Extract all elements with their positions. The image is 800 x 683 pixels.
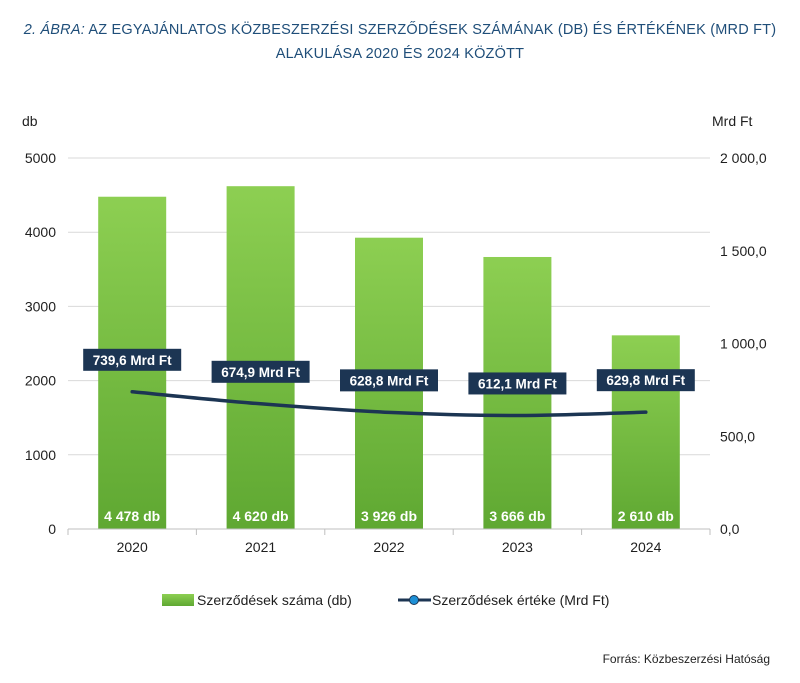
chart-title: 2. ÁBRA: AZ EGYAJÁNLATOS KÖZBESZERZÉSI S… (0, 18, 800, 66)
legend-bar-label: Szerződések száma (db) (197, 592, 352, 608)
line-value-label: 739,6 Mrd Ft (93, 353, 172, 368)
bar-value-label: 4 620 db (233, 508, 289, 524)
source-note: Forrás: Közbeszerzési Hatóság (602, 652, 770, 666)
bar-data-labels: 4 478 db 4 620 db 3 926 db 3 666 db 2 610 db (104, 508, 674, 524)
bar (226, 186, 295, 530)
legend-bar-swatch (162, 594, 194, 606)
value-line (130, 390, 648, 418)
line-series (130, 390, 648, 418)
right-tick-label: 2 000,0 (720, 150, 767, 166)
legend-line-label: Szerződések értéke (Mrd Ft) (432, 592, 609, 608)
right-tick-label: 500,0 (720, 428, 755, 444)
left-tick-label: 2000 (25, 373, 56, 389)
line-label-box (468, 372, 567, 395)
right-tick-label: 1 500,0 (720, 243, 767, 259)
axes: 0 1000 2000 3000 4000 5000 db 0,0 500,0 1 000,0 1 … (22, 113, 767, 555)
line-label-box (340, 369, 438, 392)
line-value-label: 674,9 Mrd Ft (221, 365, 300, 380)
bar-value-label: 3 926 db (361, 508, 417, 524)
line-label-box (596, 369, 695, 392)
line-label-box (211, 360, 310, 383)
figure-label: 2. ÁBRA: (23, 22, 85, 38)
bar-series (98, 186, 680, 530)
line-value-label: 612,1 Mrd Ft (478, 376, 557, 391)
bar-value-label: 4 478 db (104, 508, 160, 524)
line-data-labels: 739,6 Mrd Ft 674,9 Mrd Ft 628,8 Mrd Ft 612,… (83, 348, 695, 395)
left-tick-label: 3000 (25, 298, 56, 314)
left-tick-label: 4000 (25, 224, 56, 240)
left-tick-label: 1000 (25, 447, 56, 463)
left-tick-label: 5000 (25, 150, 56, 166)
x-tick-label: 2021 (245, 539, 276, 555)
title-line-2: ALAKULÁSA 2020 ÉS 2024 KÖZÖTT (275, 46, 525, 62)
x-tick-label: 2024 (630, 539, 661, 555)
x-tick-label: 2022 (373, 539, 404, 555)
left-tick-label: 0 (48, 521, 56, 537)
x-tick-label: 2020 (117, 539, 148, 555)
legend: Szerződések száma (db) Szerződések érték… (162, 592, 609, 608)
right-tick-label: 1 000,0 (720, 336, 767, 352)
line-value-label: 629,8 Mrd Ft (606, 373, 685, 388)
title-line-1: AZ EGYAJÁNLATOS KÖZBESZERZÉSI SZERZŐDÉSE… (88, 22, 777, 38)
left-axis-unit: db (22, 113, 38, 129)
bar-value-label: 2 610 db (618, 508, 674, 524)
right-axis-unit: Mrd Ft (712, 113, 753, 129)
bar (611, 335, 680, 529)
bar-value-label: 3 666 db (489, 508, 545, 524)
legend-line-marker (409, 595, 419, 605)
right-tick-label: 0,0 (720, 521, 740, 537)
x-tick-label: 2023 (502, 539, 533, 555)
line-value-label: 628,8 Mrd Ft (350, 373, 429, 388)
line-label-box (83, 348, 182, 371)
